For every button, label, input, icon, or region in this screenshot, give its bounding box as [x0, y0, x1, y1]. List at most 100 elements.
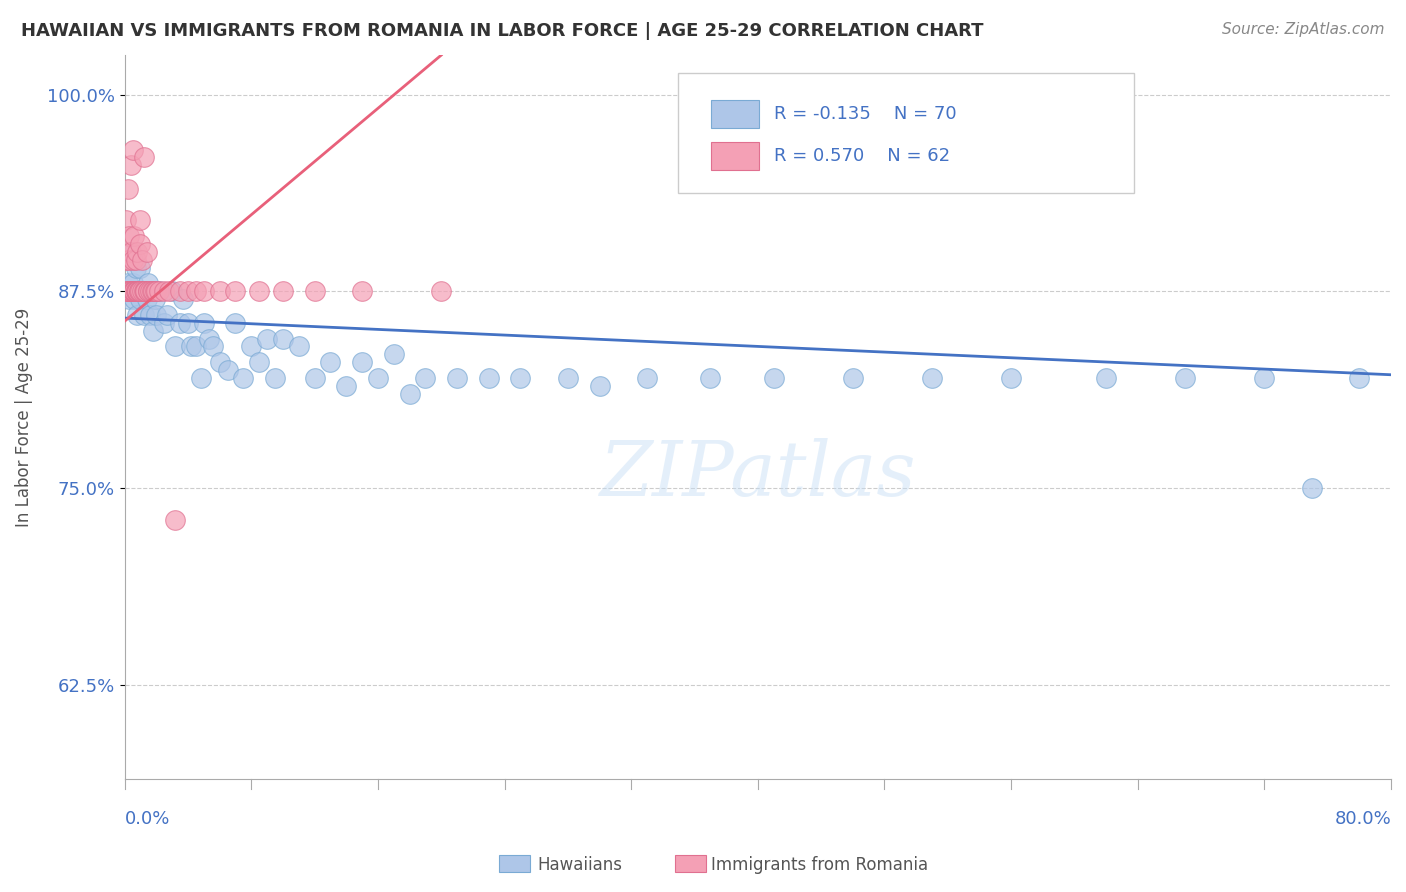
Point: [120, 244, 142, 259]
Point: [125, 285, 148, 299]
Point: [478, 371, 501, 385]
Bar: [711, 142, 759, 169]
Point: [127, 285, 149, 299]
Point: [131, 285, 153, 299]
Point: [128, 285, 150, 299]
Text: Hawaiians: Hawaiians: [537, 856, 621, 874]
Point: [1253, 371, 1275, 385]
FancyBboxPatch shape: [678, 73, 1133, 193]
Text: ZIPatlas: ZIPatlas: [599, 438, 917, 512]
Point: [256, 332, 278, 346]
Point: [352, 355, 374, 369]
Text: R = 0.570    N = 62: R = 0.570 N = 62: [775, 147, 950, 165]
Y-axis label: In Labor Force | Age 25-29: In Labor Force | Age 25-29: [15, 308, 32, 527]
Point: [165, 339, 187, 353]
Point: [184, 339, 207, 353]
Point: [115, 285, 138, 299]
Point: [699, 371, 721, 385]
Point: [1348, 371, 1371, 385]
Point: [129, 285, 152, 299]
Point: [169, 285, 191, 299]
Point: [118, 292, 141, 306]
Point: [160, 285, 183, 299]
Point: [134, 285, 156, 299]
Point: [129, 260, 152, 275]
Point: [398, 386, 420, 401]
Point: [304, 371, 326, 385]
Point: [117, 277, 139, 291]
Point: [138, 285, 160, 299]
Point: [125, 285, 148, 299]
Point: [139, 308, 162, 322]
Point: [177, 285, 200, 299]
Point: [128, 285, 150, 299]
Point: [271, 332, 294, 346]
Point: [129, 213, 152, 227]
Point: [127, 244, 149, 259]
Point: [134, 285, 156, 299]
Point: [118, 285, 141, 299]
Point: [271, 285, 294, 299]
Point: [588, 378, 610, 392]
Point: [169, 316, 191, 330]
Point: [190, 371, 212, 385]
Point: [352, 285, 374, 299]
Point: [153, 285, 176, 299]
Point: [319, 355, 342, 369]
Point: [117, 285, 139, 299]
Text: R = -0.135    N = 70: R = -0.135 N = 70: [775, 104, 957, 123]
Point: [208, 355, 231, 369]
Text: HAWAIIAN VS IMMIGRANTS FROM ROMANIA IN LABOR FORCE | AGE 25-29 CORRELATION CHART: HAWAIIAN VS IMMIGRANTS FROM ROMANIA IN L…: [21, 22, 984, 40]
Point: [120, 285, 142, 299]
Point: [304, 285, 326, 299]
Point: [287, 339, 309, 353]
Point: [208, 285, 231, 299]
Point: [415, 371, 437, 385]
Point: [118, 285, 141, 299]
Point: [135, 292, 157, 306]
Point: [125, 260, 148, 275]
Point: [367, 371, 389, 385]
Point: [153, 316, 176, 330]
Point: [217, 363, 239, 377]
Point: [131, 252, 153, 267]
Point: [224, 285, 246, 299]
Point: [446, 371, 468, 385]
Point: [141, 285, 163, 299]
Point: [382, 347, 405, 361]
Point: [157, 285, 180, 299]
Point: [193, 285, 215, 299]
Point: [121, 285, 143, 299]
Point: [172, 292, 194, 306]
Point: [1000, 371, 1022, 385]
Point: [115, 252, 138, 267]
Text: Source: ZipAtlas.com: Source: ZipAtlas.com: [1222, 22, 1385, 37]
Point: [128, 285, 150, 299]
Point: [115, 213, 138, 227]
Point: [264, 371, 287, 385]
Point: [121, 277, 143, 291]
Point: [139, 285, 162, 299]
Point: [240, 339, 263, 353]
Point: [135, 244, 157, 259]
Point: [148, 285, 170, 299]
Point: [145, 285, 167, 299]
Point: [132, 285, 155, 299]
Point: [842, 371, 865, 385]
Point: [143, 292, 166, 306]
Point: [1095, 371, 1118, 385]
Point: [636, 371, 658, 385]
Point: [117, 244, 139, 259]
Text: Immigrants from Romania: Immigrants from Romania: [711, 856, 928, 874]
Point: [921, 371, 943, 385]
Point: [127, 285, 149, 299]
Point: [118, 229, 141, 244]
Point: [202, 339, 225, 353]
Point: [125, 252, 148, 267]
Point: [180, 339, 202, 353]
Point: [118, 252, 141, 267]
Point: [121, 285, 143, 299]
Point: [120, 158, 142, 172]
Point: [129, 237, 152, 252]
Text: 80.0%: 80.0%: [1334, 810, 1391, 828]
